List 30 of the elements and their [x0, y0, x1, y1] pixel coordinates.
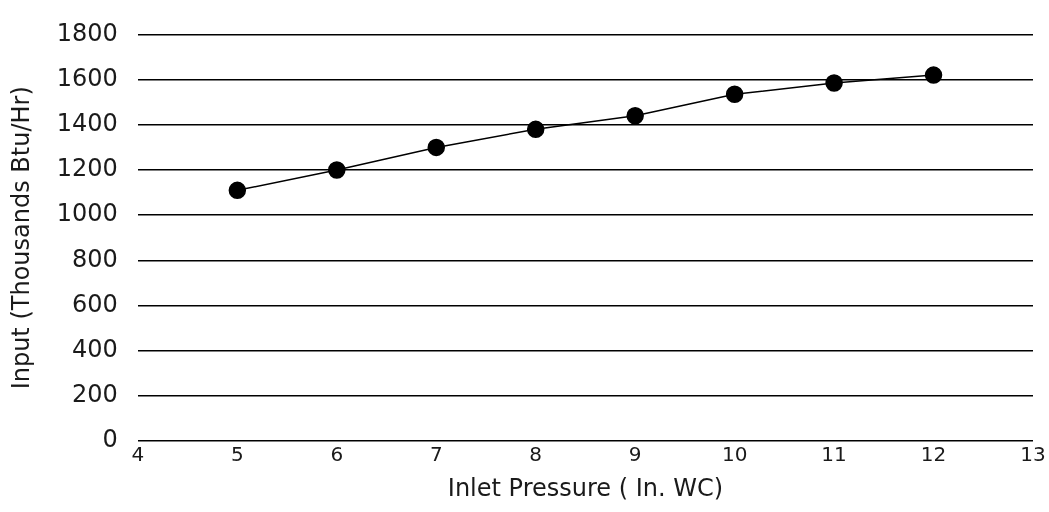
x-tick-label: 8	[529, 442, 543, 467]
x-tick-label: 13	[1020, 442, 1046, 467]
y-tick-label: 1800	[56, 18, 118, 47]
point	[526, 120, 545, 139]
point	[626, 107, 644, 125]
point	[328, 161, 346, 179]
y-tick-label: 1600	[56, 63, 118, 92]
x-tick-label: 10	[721, 442, 748, 467]
y-tick-label: 0	[102, 425, 118, 454]
point	[228, 181, 247, 200]
x-tick-label: 12	[920, 442, 947, 467]
y-axis-title: Input (Thousands Btu/Hr)	[6, 86, 35, 390]
y-tick-label: 1400	[56, 109, 118, 138]
point	[427, 138, 445, 157]
point	[924, 66, 943, 84]
x-tick-label: 7	[429, 442, 443, 467]
y-tick-label: 400	[72, 335, 118, 364]
x-tick-label: 4	[131, 442, 145, 467]
point	[725, 85, 744, 104]
x-axis-title: Inlet Pressure ( In. WC)	[447, 473, 724, 502]
x-tick-label: 6	[330, 442, 344, 467]
x-tick-label: 5	[230, 442, 244, 467]
y-tick-label: 800	[72, 244, 118, 273]
x-tick-label: 9	[628, 442, 642, 467]
x-tick-label: 11	[821, 442, 847, 467]
y-tick-label: 600	[72, 289, 118, 318]
point	[825, 74, 843, 92]
y-tick-label: 1000	[56, 199, 118, 228]
y-tick-label: 1200	[56, 154, 118, 183]
y-tick-label: 200	[72, 380, 118, 409]
